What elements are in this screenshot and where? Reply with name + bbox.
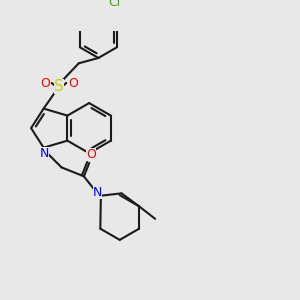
Text: N: N [40, 147, 49, 161]
Text: N: N [93, 186, 102, 199]
Text: O: O [40, 76, 50, 89]
Text: O: O [68, 76, 78, 89]
Text: S: S [54, 79, 64, 94]
Text: O: O [86, 148, 96, 161]
Text: Cl: Cl [108, 0, 120, 9]
